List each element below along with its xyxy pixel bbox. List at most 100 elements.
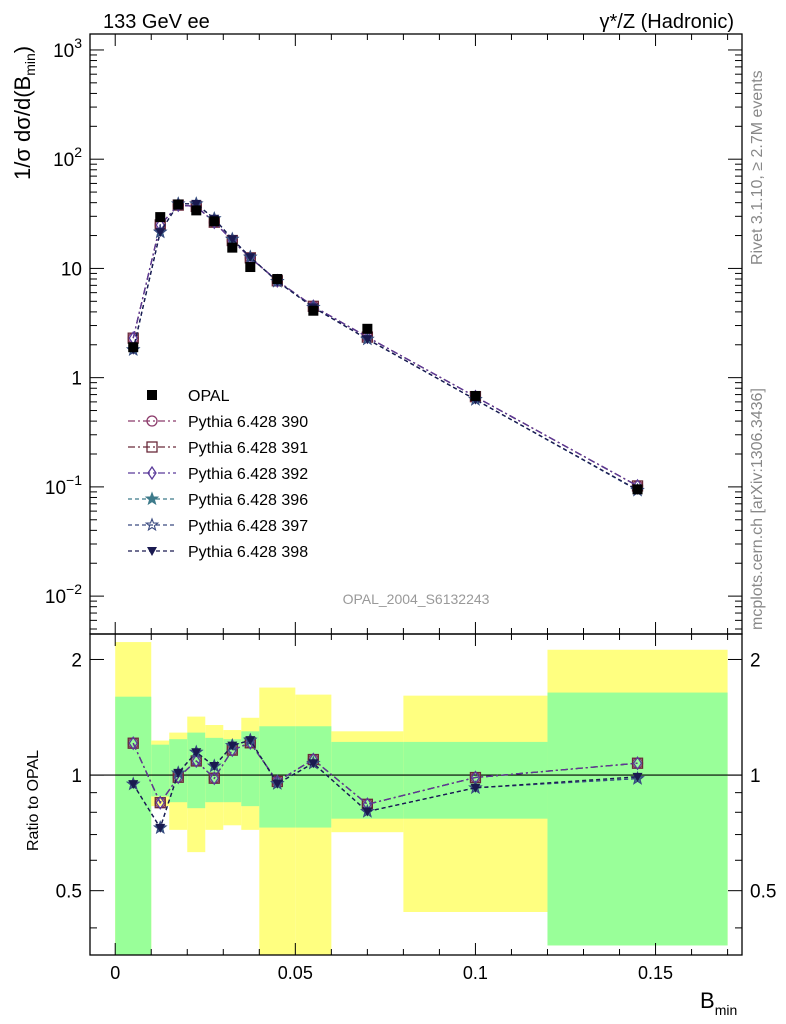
ratio-y-axis-label: Ratio to OPAL xyxy=(25,750,42,851)
ratio-band-inner xyxy=(547,692,728,946)
y-tick-label-base: 10 xyxy=(53,150,74,171)
main-data-point xyxy=(209,216,220,227)
ratio-band-inner xyxy=(151,744,170,797)
ratio-y-tick-label-right: 0.5 xyxy=(750,882,776,903)
ratio-series-point-3 xyxy=(155,795,166,810)
ratio-series-line-6 xyxy=(132,739,638,830)
ratio-series-point-6 xyxy=(209,762,220,772)
main-series-point-6 xyxy=(191,199,202,209)
ratio-series-point-6 xyxy=(308,759,319,769)
ratio-series-point-6 xyxy=(173,768,184,778)
main-data-point xyxy=(632,484,643,495)
ratio-frame xyxy=(89,633,743,956)
main-series-point-6 xyxy=(155,228,166,238)
ratio-series-point-6 xyxy=(272,779,283,789)
x-tick-label: 0 xyxy=(110,963,120,983)
main-series-point-6 xyxy=(245,253,256,263)
x-label-sub: min xyxy=(715,1002,738,1018)
legend-item-1: Pythia 6.428 390 xyxy=(128,414,308,431)
main-data-point xyxy=(155,212,166,223)
ratio-band-inner xyxy=(295,726,332,828)
main-data-point xyxy=(362,323,373,334)
main-data-point xyxy=(227,242,238,253)
y-tick-label-exponent: 2 xyxy=(74,144,82,160)
y-tick-label-base: 10 xyxy=(61,259,82,280)
main-plot-area xyxy=(126,196,645,497)
ratio-series-point-6 xyxy=(362,807,373,817)
x-tick-label: 0.05 xyxy=(278,963,313,983)
main-data-point xyxy=(308,305,319,316)
legend-marker xyxy=(146,415,158,427)
x-axis-label: Bmin xyxy=(700,988,737,1018)
ratio-series-point-3 xyxy=(209,771,220,786)
y-tick-label: 10−2 xyxy=(45,581,82,608)
y-tick-label-base: 1 xyxy=(71,369,82,390)
ratio-series-point-6 xyxy=(128,780,139,790)
legend: OPAL Pythia 6.428 390 Pythia 6.428 391 Pyth… xyxy=(128,388,308,561)
analysis-label: OPAL_2004_S6132243 xyxy=(343,591,490,607)
legend-item-4: Pythia 6.428 396 xyxy=(128,491,308,509)
ratio-band-inner xyxy=(187,732,206,809)
y-label-suffix: ) xyxy=(10,46,35,53)
ratio-series-point-6 xyxy=(155,823,166,833)
ratio-series-point-6 xyxy=(245,736,256,746)
y-tick-label-exponent: 3 xyxy=(74,35,82,51)
legend-label: Pythia 6.428 397 xyxy=(188,518,308,535)
ratio-series-point-6 xyxy=(632,772,643,782)
legend-item-5: Pythia 6.428 397 xyxy=(128,517,308,535)
y-tick-label-base: 10 xyxy=(53,41,74,62)
main-data-point xyxy=(128,342,139,353)
x-tick-label: 0.15 xyxy=(638,963,673,983)
ratio-y-tick-label-left: 1 xyxy=(71,766,82,787)
legend-label: Pythia 6.428 390 xyxy=(188,414,308,431)
chart-title-left: 133 GeV ee xyxy=(103,11,210,33)
side-label-bottom: mcplots.cern.ch [arXiv:1306.3436] xyxy=(749,388,766,630)
chart-title-right: γ*/Z (Hadronic) xyxy=(600,11,734,33)
y-tick-label: 10 xyxy=(61,259,82,280)
ratio-y-tick-label-left: 2 xyxy=(71,650,82,671)
y-label-sub: min xyxy=(22,53,38,76)
y-tick-label-base: 10 xyxy=(45,478,66,499)
main-data-point xyxy=(245,262,256,273)
legend-marker xyxy=(147,547,157,556)
ratio-y-tick-label-right: 1 xyxy=(750,766,761,787)
ratio-series-point-3 xyxy=(632,756,643,771)
y-tick-label: 102 xyxy=(53,144,82,171)
ratio-y-tick-label-right: 2 xyxy=(750,650,761,671)
ratio-band-inner xyxy=(241,731,260,807)
legend-label: Pythia 6.428 392 xyxy=(188,466,308,483)
ratio-band-inner xyxy=(115,696,152,955)
ratio-series-point-3 xyxy=(191,753,202,769)
x-tick-label: 0.1 xyxy=(463,963,488,983)
main-data-point xyxy=(470,390,481,401)
legend-data-marker xyxy=(147,390,157,400)
side-label-top: Rivet 3.1.10, ≥ 2.7M events xyxy=(749,70,766,265)
main-series-point-6 xyxy=(362,335,373,345)
ratio-series-point-6 xyxy=(227,741,238,751)
legend-data-label: OPAL xyxy=(188,388,230,405)
y-tick-label: 1 xyxy=(71,369,82,390)
legend-marker xyxy=(144,491,160,506)
ratio-y-tick-label-left: 0.5 xyxy=(56,882,82,903)
y-tick-label-base: 10 xyxy=(45,587,66,608)
legend-label: Pythia 6.428 396 xyxy=(188,492,308,509)
y-tick-label-exponent: −2 xyxy=(66,581,82,597)
ratio-series-point-6 xyxy=(470,783,481,793)
legend-marker xyxy=(144,517,160,532)
legend-marker xyxy=(147,465,157,481)
main-data-point xyxy=(191,205,202,216)
legend-marker xyxy=(146,441,158,453)
legend-item-6: Pythia 6.428 398 xyxy=(128,544,308,561)
main-y-axis-label: 1/σ dσ/d(Bmin) xyxy=(10,46,38,180)
ratio-series-point-3 xyxy=(128,736,139,751)
y-tick-label: 10−1 xyxy=(45,472,82,499)
ratio-series-point-6 xyxy=(191,748,202,758)
main-data-point xyxy=(173,199,184,210)
legend-item-data: OPAL xyxy=(147,388,230,405)
legend-label: Pythia 6.428 398 xyxy=(188,544,308,561)
main-data-point xyxy=(272,274,283,285)
ratio-plot-area xyxy=(90,642,742,955)
legend-item-3: Pythia 6.428 392 xyxy=(128,465,308,483)
